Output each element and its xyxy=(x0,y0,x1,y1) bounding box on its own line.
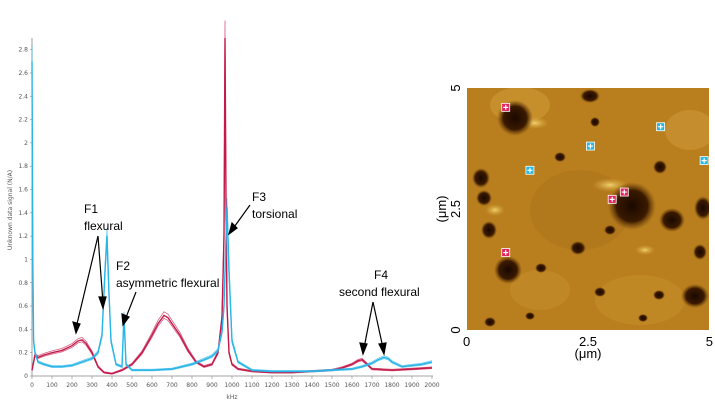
arrow-f4-a xyxy=(363,301,374,349)
x-tick-label: 1200 xyxy=(264,382,279,389)
afm-y-label: (μm) xyxy=(434,196,449,223)
marker-cyan xyxy=(525,165,535,175)
x-tick-label: 400 xyxy=(106,382,118,389)
annotation-f4-sub: second flexural xyxy=(339,285,420,299)
y-tick-label: 1 xyxy=(24,256,28,263)
y-tick-label: 0.6 xyxy=(18,303,28,310)
x-tick-label: 0 xyxy=(30,382,34,389)
marker-cyan xyxy=(699,156,709,166)
marker-red xyxy=(501,248,511,257)
afm-map: 0 2.5 5 0 2.5 5 (μm) (μm) xyxy=(434,84,713,361)
y-tick-label: 2 xyxy=(24,140,28,147)
annotation-f3-label: F3 xyxy=(252,190,266,204)
marker-red xyxy=(619,187,629,197)
annotation-f1-sub: flexural xyxy=(84,219,123,233)
y-tick-label: 2.8 xyxy=(18,47,28,54)
x-tick-label: 1400 xyxy=(304,382,319,389)
x-tick-label: 900 xyxy=(206,382,218,389)
afm-x-label: (μm) xyxy=(575,346,602,361)
x-tick-label: 1500 xyxy=(324,382,339,389)
x-tick-label: 800 xyxy=(186,382,198,389)
annotation-f2-label: F2 xyxy=(116,259,130,273)
series-red-line xyxy=(31,20,433,374)
series-blue-line xyxy=(31,61,433,372)
arrowhead-f4-b xyxy=(378,342,387,356)
y-tick-label: 1.8 xyxy=(18,163,28,170)
x-tick-label: 300 xyxy=(86,382,98,389)
afm-y-tick-label: 0 xyxy=(448,326,463,333)
annotation-f3-sub: torsional xyxy=(252,207,297,221)
x-axis-label: kHz xyxy=(226,394,237,401)
afm-y-tick-label: 2.5 xyxy=(448,200,463,218)
annotation-f4-label: F4 xyxy=(374,268,388,282)
y-tick-label: 1.6 xyxy=(18,187,28,194)
arrow-f1-b xyxy=(97,235,104,304)
afm-x-tick-label: 0 xyxy=(463,334,470,349)
arrowhead-f2 xyxy=(121,313,130,327)
arrow-f2 xyxy=(124,291,137,321)
x-tick-label: 500 xyxy=(126,382,138,389)
y-axis-label: Unknown data signal (N/A) xyxy=(7,170,14,250)
y-tick-label: 0.4 xyxy=(18,326,28,333)
y-tick-label: 2.6 xyxy=(18,70,28,77)
afm-texture xyxy=(472,88,709,327)
annotation-f1-label: F1 xyxy=(84,202,98,216)
annotation-f2-sub: asymmetric flexural xyxy=(116,276,219,290)
x-tick-label: 1800 xyxy=(384,382,399,389)
y-tick-label: 1.4 xyxy=(18,210,28,217)
y-tick-label: 0 xyxy=(24,373,28,380)
x-tick-label: 1000 xyxy=(224,382,239,389)
x-tick-label: 700 xyxy=(166,382,178,389)
series-blue-line xyxy=(31,44,433,371)
afm-x-tick-label: 5 xyxy=(706,334,713,349)
arrowhead-f3 xyxy=(227,221,238,236)
x-tick-label: 2000 xyxy=(424,382,439,389)
x-tick-label: 1900 xyxy=(404,382,419,389)
arrowhead-f1-b xyxy=(98,296,107,310)
marker-cyan xyxy=(656,122,665,132)
arrow-f4-b xyxy=(372,301,384,349)
marker-cyan xyxy=(586,141,595,151)
series-blue-line xyxy=(31,74,433,373)
x-tick-label: 1100 xyxy=(244,382,259,389)
y-tick-label: 1.2 xyxy=(18,233,28,240)
arrowhead-f1-a xyxy=(72,321,81,335)
series-red-line xyxy=(31,37,433,375)
y-tick-label: 2.4 xyxy=(18,93,28,100)
spectrum-chart: 00.20.40.60.811.21.41.61.822.22.42.62.8 … xyxy=(7,20,440,401)
y-tick-label: 0.2 xyxy=(18,350,28,357)
arrowhead-f4-a xyxy=(359,342,368,356)
arrow-f1-a xyxy=(75,235,99,329)
marker-red xyxy=(607,194,617,204)
x-tick-label: 100 xyxy=(46,382,58,389)
y-tick-label: 2.2 xyxy=(18,117,28,124)
x-tick-label: 200 xyxy=(66,382,78,389)
marker-red xyxy=(501,102,511,112)
x-tick-label: 600 xyxy=(146,382,158,389)
x-tick-label: 1300 xyxy=(284,382,299,389)
afm-y-tick-label: 5 xyxy=(448,84,463,91)
y-tick-label: 0.8 xyxy=(18,280,28,287)
x-tick-label: 1600 xyxy=(344,382,359,389)
afm-x-tick-label: 2.5 xyxy=(579,334,597,349)
x-tick-label: 1700 xyxy=(364,382,379,389)
